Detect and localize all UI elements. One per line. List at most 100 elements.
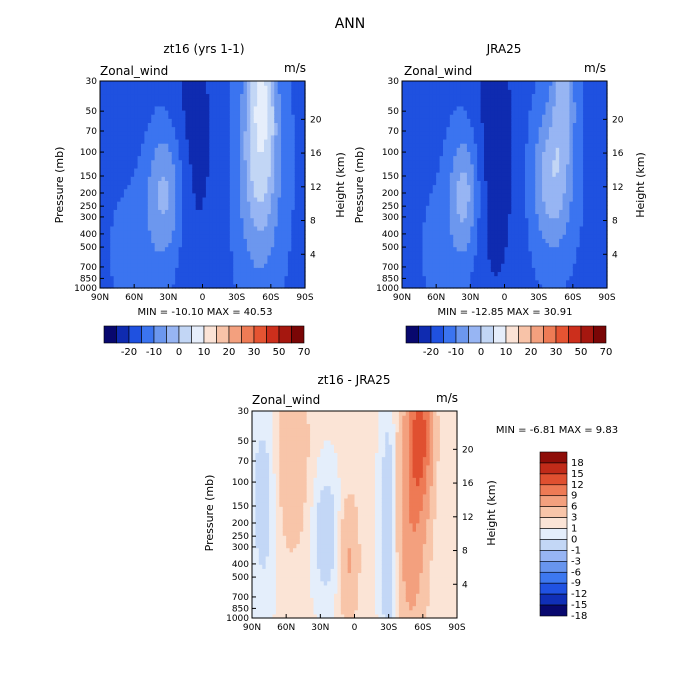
contour-cell (443, 118, 448, 123)
contour-cell (226, 134, 231, 140)
contour-cell (212, 134, 217, 140)
contour-cell (449, 246, 454, 252)
contour-cell (233, 196, 238, 202)
contour-cell (147, 105, 152, 111)
contour-cell (117, 180, 122, 186)
contour-cell (408, 163, 413, 169)
contour-cell (419, 209, 424, 215)
contour-cell (250, 209, 255, 215)
contour-cell (240, 97, 245, 103)
contour-cell (161, 238, 166, 244)
contour-cell (229, 221, 234, 227)
contour-cell (141, 217, 146, 223)
contour-cell (185, 254, 190, 260)
contour-cell (294, 242, 299, 248)
contour-cell (120, 81, 125, 86)
contour-cell (233, 279, 238, 285)
contour-cell (158, 89, 163, 95)
contour-cell (219, 271, 224, 277)
contour-cell (507, 118, 512, 123)
contour-cell (270, 201, 275, 206)
contour-cell (470, 130, 475, 136)
contour-cell (422, 126, 427, 132)
contour-cell (243, 122, 248, 128)
contour-cell (257, 155, 262, 161)
contour-cell (274, 122, 279, 128)
contour-cell (449, 101, 454, 107)
contour-cell (233, 101, 238, 107)
contour-cell (219, 230, 224, 235)
contour-cell (507, 89, 512, 95)
contour-cell (236, 192, 241, 198)
contour-cell (147, 89, 152, 95)
contour-cell (497, 234, 502, 239)
contour-cell (494, 213, 499, 219)
contour-cell (267, 271, 272, 277)
contour-cell (528, 143, 533, 148)
contour-cell (134, 283, 139, 289)
contour-cell (141, 188, 146, 194)
contour-cell (243, 275, 248, 281)
contour-cell (463, 151, 468, 157)
contour-cell (212, 225, 217, 231)
contour-cell (277, 217, 282, 223)
contour-cell (480, 143, 485, 148)
contour-cell (246, 213, 251, 219)
contour-cell (439, 101, 444, 107)
contour-cell (195, 118, 200, 123)
contour-cell (117, 126, 122, 132)
contour-cell (463, 118, 468, 123)
contour-cell (439, 246, 444, 252)
contour-cell (298, 184, 303, 190)
contour-cell (226, 130, 231, 136)
contour-cell (260, 217, 265, 223)
contour-cell (188, 209, 193, 215)
contour-cell (236, 122, 241, 128)
contour-cell (226, 263, 231, 268)
contour-cell (171, 172, 176, 177)
contour-cell (291, 155, 296, 161)
contour-cell (192, 143, 197, 148)
contour-cell (466, 81, 471, 86)
contour-cell (195, 167, 200, 173)
contour-cell (257, 250, 262, 256)
contour-cell (147, 254, 152, 260)
contour-cell (294, 155, 299, 161)
contour-cell (182, 97, 187, 103)
contour-cell (123, 126, 128, 132)
contour-cell (490, 138, 495, 144)
contour-cell (429, 134, 434, 140)
contour-cell (473, 263, 478, 268)
contour-cell (494, 101, 499, 107)
contour-cell (110, 209, 115, 215)
contour-cell (511, 130, 516, 136)
contour-cell (240, 134, 245, 140)
contour-cell (106, 201, 111, 206)
contour-cell (192, 89, 197, 95)
contour-cell (127, 192, 132, 198)
contour-cell (405, 93, 410, 99)
contour-cell (130, 217, 135, 223)
contour-cell (419, 143, 424, 148)
contour-cell (243, 213, 248, 219)
contour-cell (182, 263, 187, 268)
contour-cell (291, 279, 296, 285)
contour-cell (267, 147, 272, 152)
contour-cell (257, 246, 262, 252)
contour-cell (301, 225, 306, 231)
contour-cell (443, 97, 448, 103)
contour-cell (199, 242, 204, 248)
contour-cell (270, 93, 275, 99)
contour-cell (284, 85, 289, 90)
contour-cell (429, 271, 434, 277)
contour-cell (195, 263, 200, 268)
contour-cell (205, 172, 210, 177)
contour-cell (243, 114, 248, 119)
contour-cell (246, 97, 251, 103)
contour-cell (223, 114, 228, 119)
contour-cell (267, 275, 272, 281)
contour-cell (216, 81, 221, 86)
contour-cell (301, 283, 306, 289)
contour-cell (257, 176, 262, 181)
contour-cell (463, 147, 468, 152)
